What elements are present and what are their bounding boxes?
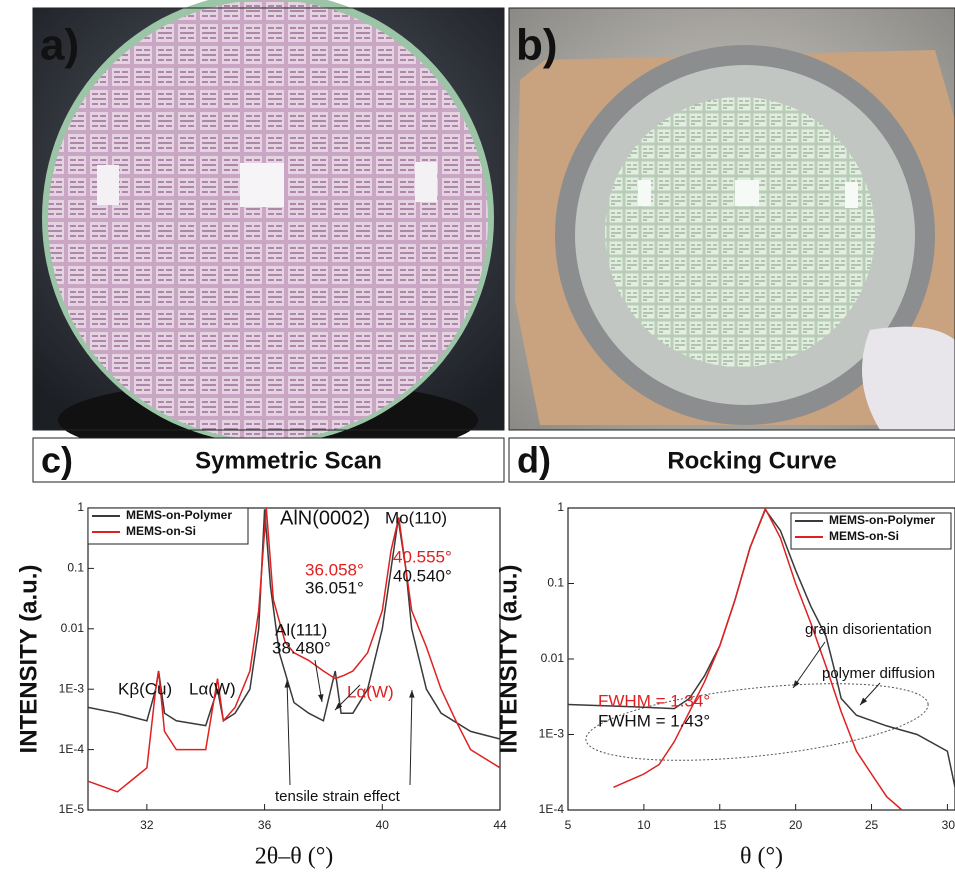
legend-box bbox=[790, 512, 952, 550]
y-tick-label: 0.1 bbox=[547, 576, 564, 590]
y-tick-label: 0.01 bbox=[61, 621, 85, 635]
photo-b bbox=[508, 7, 955, 431]
annotation: grain disorientation bbox=[805, 621, 932, 638]
photo-a bbox=[32, 0, 505, 460]
annotation: Lα(W) bbox=[347, 682, 394, 701]
legend-label: MEMS-on-Polymer bbox=[126, 508, 232, 522]
arrow-head bbox=[318, 694, 324, 702]
y-tick-label: 1E-3 bbox=[539, 727, 565, 741]
y-axis-label: INTENSITY (a.u.) bbox=[15, 565, 42, 754]
panel-label: c) bbox=[41, 440, 73, 481]
y-tick-label: 0.1 bbox=[67, 561, 84, 575]
annotation: AlN(0002) bbox=[280, 507, 370, 529]
arrow-head bbox=[860, 697, 868, 705]
chart-title: Symmetric Scan bbox=[195, 447, 382, 474]
annotation: Mo(110) bbox=[385, 508, 447, 527]
legend-label: MEMS-on-Polymer bbox=[829, 513, 935, 527]
arrow bbox=[792, 641, 826, 689]
annotation: polymer diffusion bbox=[822, 665, 935, 682]
x-tick-label: 32 bbox=[140, 818, 154, 832]
arrow-head bbox=[793, 680, 800, 688]
annotation: FWHM = 1.43° bbox=[598, 711, 710, 730]
annotation: 40.540° bbox=[393, 566, 452, 585]
legend-label: MEMS-on-Si bbox=[829, 529, 899, 543]
arrow-head bbox=[335, 702, 343, 710]
x-tick-label: 30 bbox=[942, 818, 955, 832]
region-outline bbox=[585, 683, 929, 761]
chart: c) Symmetric Scan 1E-5 1E-4 1E-3 0.01 0.1 1 32 36… bbox=[15, 437, 507, 870]
x-tick-label: 25 bbox=[865, 818, 879, 832]
x-tick-label: 44 bbox=[493, 818, 507, 832]
panel-label: a) bbox=[40, 21, 79, 70]
plot-frame bbox=[567, 507, 955, 811]
annotation: Lα(W) bbox=[189, 679, 236, 698]
legend-box bbox=[87, 507, 249, 545]
panel-label: d) bbox=[517, 440, 551, 481]
annotation: Kβ(Cu) bbox=[118, 679, 172, 698]
y-tick-label: 1E-4 bbox=[539, 802, 565, 816]
arrow-head bbox=[409, 690, 415, 698]
y-tick-label: 1E-3 bbox=[59, 681, 85, 695]
annotation: tensile strain effect bbox=[275, 788, 401, 805]
x-tick-label: 36 bbox=[258, 818, 272, 832]
x-tick-label: 5 bbox=[565, 818, 572, 832]
legend-label: MEMS-on-Si bbox=[126, 524, 196, 538]
chart-title: Rocking Curve bbox=[667, 447, 836, 474]
x-tick-label: 40 bbox=[376, 818, 390, 832]
panel-label: b) bbox=[516, 21, 558, 70]
panel-header bbox=[508, 437, 955, 483]
y-axis-label: INTENSITY (a.u.) bbox=[495, 565, 522, 754]
plot-frame bbox=[87, 507, 501, 811]
y-tick-label: 1 bbox=[557, 500, 564, 514]
arrow bbox=[286, 679, 291, 786]
y-tick-label: 1E-5 bbox=[59, 802, 85, 816]
y-tick-label: 1E-4 bbox=[59, 742, 85, 756]
x-axis-label: θ (°) bbox=[740, 844, 783, 870]
data-line bbox=[613, 506, 903, 811]
y-tick-label: 0.01 bbox=[541, 651, 565, 665]
arrow-head bbox=[284, 680, 290, 688]
annotation: 36.051° bbox=[305, 578, 364, 597]
x-tick-label: 15 bbox=[713, 818, 727, 832]
panel-header bbox=[32, 437, 505, 483]
data-line bbox=[567, 508, 955, 788]
annotation: FWHM = 1.34° bbox=[598, 691, 710, 710]
annotation: Al(111) bbox=[275, 620, 327, 639]
x-tick-label: 10 bbox=[637, 818, 651, 832]
x-tick-label: 20 bbox=[789, 818, 803, 832]
arrow bbox=[409, 689, 413, 786]
data-line bbox=[87, 507, 501, 793]
y-tick-label: 1 bbox=[77, 500, 84, 514]
annotation: 40.555° bbox=[393, 547, 452, 566]
annotation: 38.480° bbox=[272, 638, 331, 657]
x-axis-label: 2θ–θ (°) bbox=[255, 844, 334, 870]
annotation: 36.058° bbox=[305, 560, 364, 579]
